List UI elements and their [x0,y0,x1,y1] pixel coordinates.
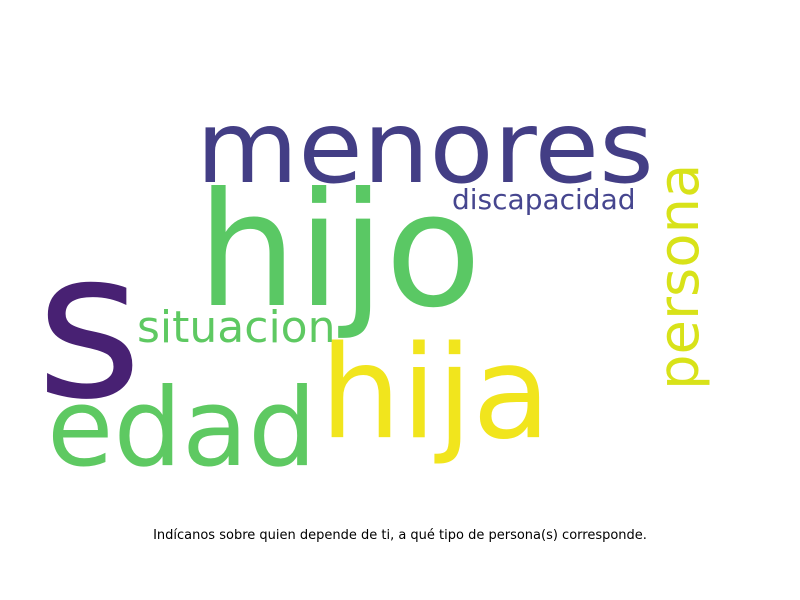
word-hijo: hijo [197,159,482,343]
word-edad: edad [47,366,317,491]
figure-caption: Indícanos sobre quien depende de ti, a q… [153,528,647,543]
word-discapacidad: discapacidad [452,183,636,216]
word-menores: menores [196,89,654,206]
word-s: s [36,208,143,445]
word-persona: persona [647,163,712,390]
word-hija: hija [320,319,551,468]
word-situacion: situacion [137,302,336,353]
